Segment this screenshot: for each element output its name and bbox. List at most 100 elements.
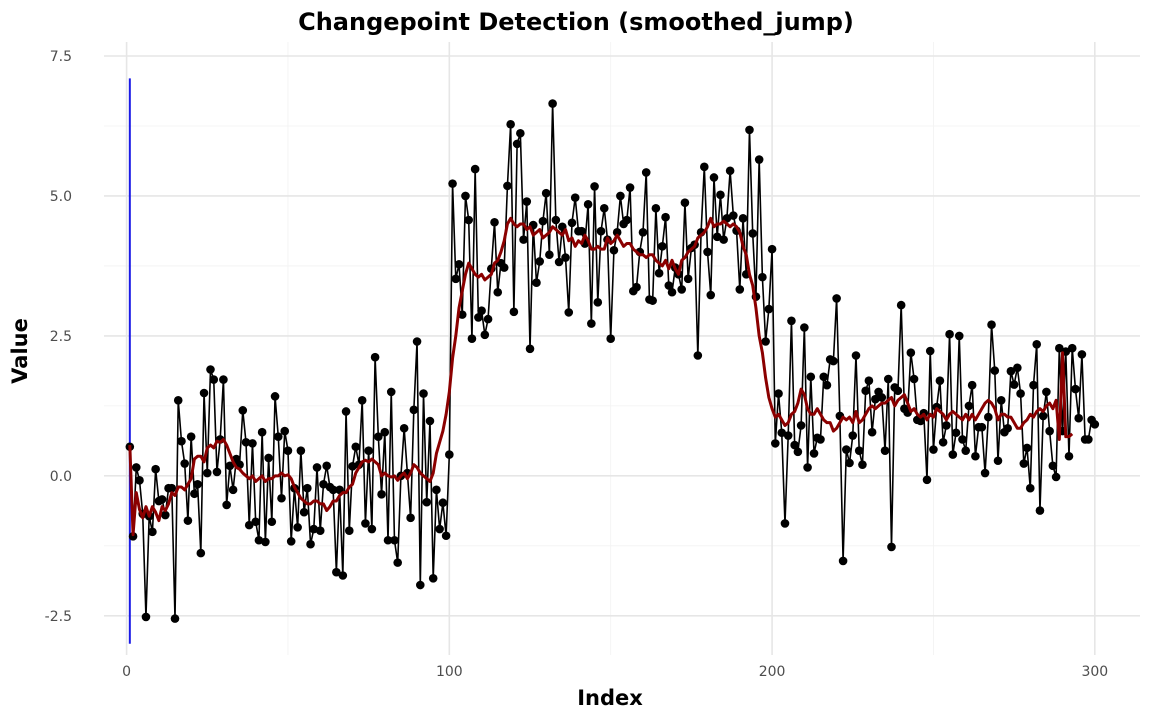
observed-point [419,389,428,398]
observed-point [370,352,380,362]
observed-point [790,440,799,450]
observed-point [787,316,796,326]
observed-point [700,162,709,172]
observed-point [951,428,961,438]
observed-point [464,215,474,225]
observed-point [538,216,548,226]
observed-point [425,416,435,426]
observed-point [380,427,390,437]
observed-point [929,445,938,454]
x-tick-label: 200 [759,664,786,680]
observed-point [516,128,525,138]
observed-point [299,507,309,517]
observed-point [942,421,951,430]
observed-point [244,520,254,530]
observed-point [1038,411,1048,421]
x-axis-title: Index [577,686,643,710]
observed-point [183,516,193,525]
observed-point [251,517,260,527]
observed-point [706,290,716,300]
observed-point [415,580,425,590]
observed-point [157,495,167,504]
observed-point [864,376,874,385]
observed-point [438,498,448,508]
observed-line [129,102,1096,620]
observed-point [1084,435,1093,444]
observed-point [606,334,615,344]
observed-point [764,304,774,314]
observed-point [406,513,415,523]
observed-point [961,446,971,455]
observed-point [793,447,803,457]
observed-point [445,450,454,459]
observed-point [838,556,848,566]
observed-point [283,446,293,455]
observed-point [616,191,625,201]
observed-point [1013,363,1022,373]
observed-point [716,190,725,200]
observed-point [609,245,619,255]
observed-point [522,197,532,206]
observed-point [535,257,544,266]
observed-point [561,253,570,262]
observed-point [1019,459,1029,468]
y-tick-label: 7.5 [50,49,72,65]
observed-point [467,334,477,344]
observed-point [877,393,887,402]
observed-point [964,401,974,411]
observed-point [306,539,315,549]
observed-point [1064,451,1074,461]
observed-point [493,287,503,297]
observed-point [338,571,348,580]
observed-point [386,387,396,397]
observed-point [261,537,270,547]
observed-point [257,427,267,437]
observed-point [709,173,719,182]
observed-point [887,542,896,552]
observed-point [170,614,180,623]
observed-series [125,99,1100,623]
observed-point [980,468,990,478]
observed-point [819,372,829,382]
observed-point [454,259,464,269]
observed-point [774,389,783,398]
observed-point [551,215,561,225]
grid [104,42,1140,655]
observed-point [1055,343,1064,353]
observed-point [754,155,764,164]
observed-point [451,274,461,284]
x-tick-label: 0 [122,664,131,680]
observed-point [599,203,609,213]
y-tick-label: 2.5 [50,329,72,345]
observed-point [148,527,157,537]
observed-point [190,489,199,499]
observed-point [1071,384,1080,394]
observed-point [871,394,880,404]
observed-point [364,446,373,455]
observed-point [470,164,480,174]
observed-point [993,456,1003,466]
y-tick-label: -2.5 [45,609,72,625]
observed-point [377,490,386,499]
observed-point [1025,483,1035,493]
observed-point [1022,443,1032,453]
observed-point [803,463,812,472]
observed-point [435,524,444,534]
observed-point [177,436,186,446]
observed-point [638,228,648,237]
y-tick-label: 5.0 [50,189,72,205]
observed-point [525,344,535,354]
observed-point [996,395,1006,405]
observed-point [987,320,996,330]
observed-point [541,188,551,198]
observed-point [761,337,770,346]
observed-point [848,431,858,440]
observed-point [796,421,806,430]
observed-point [693,351,703,360]
observed-point [270,392,280,401]
observed-point [186,432,196,441]
observed-point [596,226,606,236]
observed-point [954,331,964,341]
observed-point [167,483,177,493]
observed-point [806,372,816,382]
